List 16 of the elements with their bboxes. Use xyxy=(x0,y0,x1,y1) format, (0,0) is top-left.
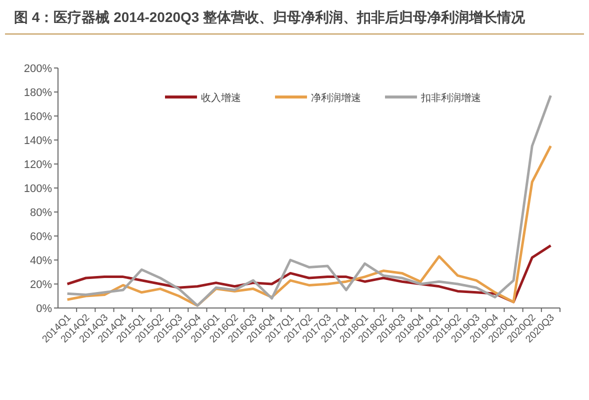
legend-label: 净利润增速 xyxy=(311,92,361,104)
chart-title: 图 4：医疗器械 2014-2020Q3 整体营收、归母净利润、扣非后归母净利润增长情况 xyxy=(14,9,526,25)
y-tick-label: 60% xyxy=(30,231,52,243)
legend-label: 扣非利润增速 xyxy=(420,92,481,104)
y-tick-label: 40% xyxy=(30,255,52,267)
y-tick-label: 0% xyxy=(36,303,52,315)
y-tick-label: 160% xyxy=(24,111,52,123)
y-tick-label: 200% xyxy=(24,63,52,75)
y-tick-label: 140% xyxy=(24,135,52,147)
y-tick-label: 180% xyxy=(24,87,52,99)
y-tick-label: 120% xyxy=(24,159,52,171)
y-tick-label: 20% xyxy=(30,279,52,291)
y-tick-label: 100% xyxy=(24,183,52,195)
legend-label: 收入增速 xyxy=(201,92,241,104)
y-tick-label: 80% xyxy=(30,207,52,219)
line-series xyxy=(66,94,552,307)
